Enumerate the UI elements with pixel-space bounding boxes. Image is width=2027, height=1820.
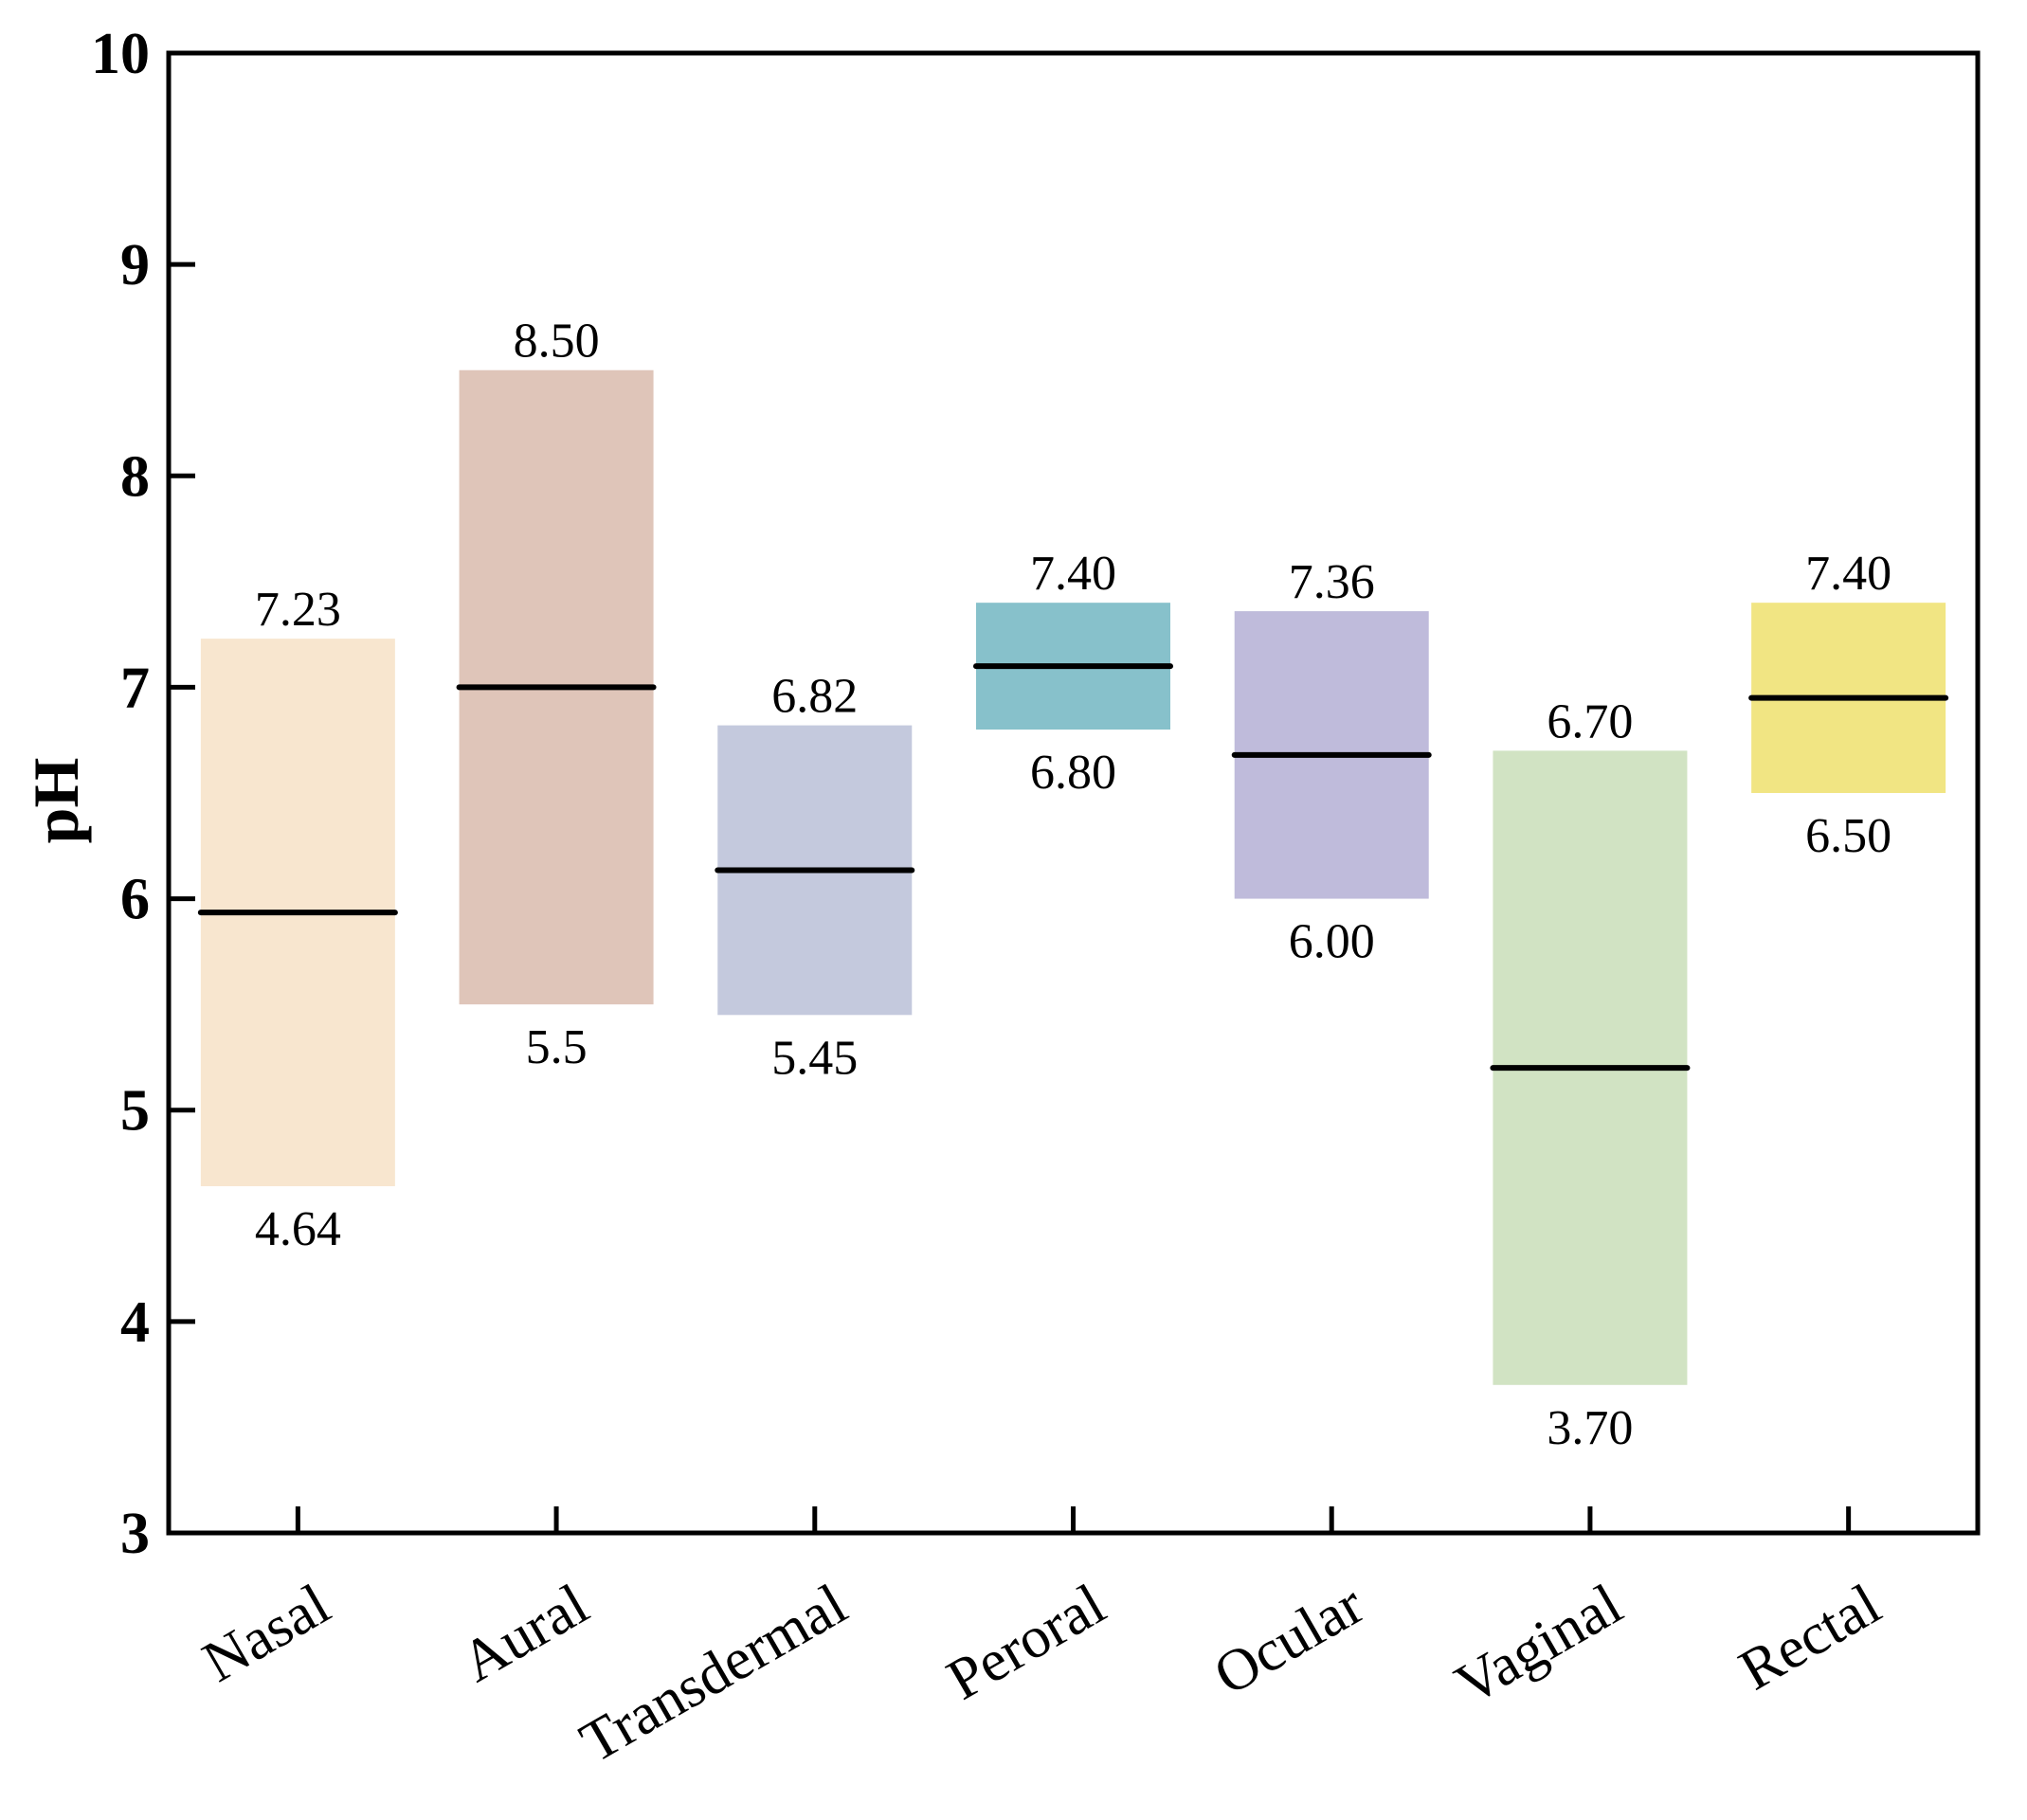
y-tick-label: 4 <box>120 1290 150 1355</box>
y-axis-title: pH <box>20 758 92 844</box>
y-tick-label: 9 <box>120 233 150 297</box>
y-tick-label: 8 <box>120 444 150 509</box>
x-tick-label-vaginal: Vaginal <box>1445 1572 1633 1718</box>
min-label-vaginal: 3.70 <box>1547 1401 1633 1455</box>
x-tick-label-nasal: Nasal <box>192 1572 340 1694</box>
x-tick-label-peroral: Peroral <box>936 1572 1115 1712</box>
max-label-aural: 8.50 <box>514 315 600 369</box>
min-label-rectal: 6.50 <box>1805 809 1891 863</box>
x-tick-label-rectal: Rectal <box>1728 1572 1891 1703</box>
max-label-rectal: 7.40 <box>1805 547 1891 601</box>
y-tick-label: 3 <box>120 1502 150 1566</box>
y-tick-label: 7 <box>120 656 150 720</box>
min-label-ocular: 6.00 <box>1289 915 1375 969</box>
min-label-transdermal: 5.45 <box>771 1031 858 1085</box>
bars-layer: 7.23 4.64 8.50 5.5 6.82 5.45 7.40 6.80 7.36 6.00 6… <box>197 315 1949 1455</box>
y-tick-label: 10 <box>91 22 150 86</box>
max-label-nasal: 7.23 <box>255 583 341 637</box>
x-tick-label-transdermal: Transdermal <box>570 1572 857 1775</box>
min-label-aural: 5.5 <box>526 1020 588 1074</box>
max-label-ocular: 7.36 <box>1289 555 1375 609</box>
min-label-nasal: 4.64 <box>255 1202 341 1256</box>
max-label-peroral: 7.40 <box>1030 547 1116 601</box>
x-tick-label-ocular: Ocular <box>1204 1572 1374 1707</box>
y-axis: 3 4 5 6 7 8 9 10 <box>91 22 195 1566</box>
max-label-vaginal: 6.70 <box>1547 694 1633 748</box>
y-tick-label: 6 <box>120 868 150 932</box>
min-label-peroral: 6.80 <box>1030 746 1116 800</box>
max-label-transdermal: 6.82 <box>771 670 858 724</box>
x-tick-label-aural: Aural <box>451 1572 599 1694</box>
y-tick-label: 5 <box>120 1079 150 1144</box>
